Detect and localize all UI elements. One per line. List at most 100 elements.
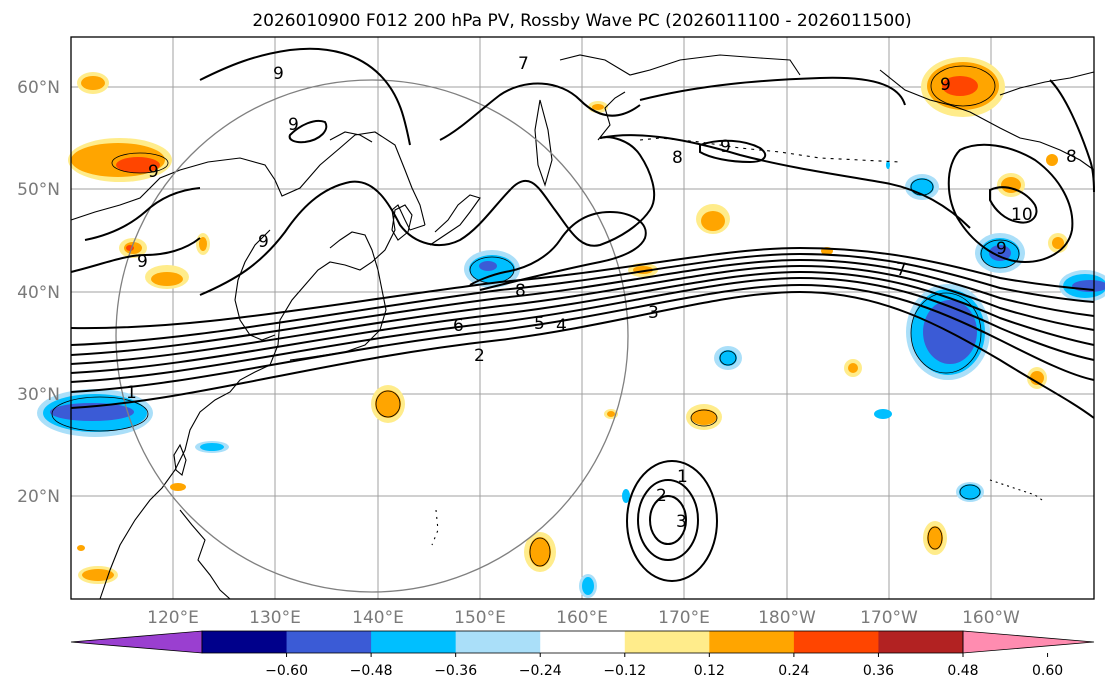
- colorbar-tick-label: −0.36: [434, 663, 477, 679]
- blob-mid-pac-core: [848, 363, 858, 373]
- pv-contour-8-trough: [199, 136, 656, 296]
- contour-label-6: 6: [453, 316, 464, 336]
- blob-alaska: [921, 57, 1005, 117]
- lon-label-180w: 180°W: [758, 608, 816, 628]
- pv-contour-9-mid: [439, 82, 641, 141]
- lat-label-50n: 50°N: [17, 180, 60, 200]
- coast-korea-coast: [269, 204, 426, 366]
- coast-alaska-south: [879, 69, 1095, 171]
- blob-tropics-b-core: [582, 577, 594, 595]
- pv-contour-4: [70, 264, 1095, 365]
- coast-korea-west: [234, 229, 276, 341]
- pv-contour-3: [70, 270, 1095, 374]
- lon-label-150e: 150°E: [454, 608, 506, 628]
- blob-japan-east: [464, 250, 520, 288]
- contour-label-9-a: 9: [273, 64, 284, 84]
- colorbar-tick-label: 0.24: [778, 663, 809, 679]
- pv-contour-9-closed: [288, 119, 328, 144]
- pv-contour-tropical-1: [626, 460, 718, 582]
- blob-mongolia: [119, 238, 147, 258]
- pv-contour-9-north: [199, 47, 411, 146]
- blob-hawaii-core: [959, 484, 981, 500]
- pv-contour-9-kamchatka: [699, 139, 767, 164]
- contour-label-9-h: 9: [940, 75, 951, 95]
- lon-label-120e: 120°E: [147, 608, 199, 628]
- contour-label-tropical-2: 2: [656, 486, 667, 506]
- contour-label-4: 4: [556, 316, 567, 336]
- lon-label-170e: 170°E: [658, 608, 710, 628]
- rossby-radius-circle: [115, 79, 629, 593]
- blob-speck-d: [170, 483, 186, 491]
- coast-siberia-north: [559, 54, 801, 76]
- blob-date-south-core: [691, 409, 717, 425]
- lon-label-170w: 170°W: [860, 608, 918, 628]
- colorbar-tick-label: −0.24: [519, 663, 562, 679]
- latitude-labels: 60°N 50°N 40°N 30°N 20°N: [17, 78, 60, 507]
- pv-contour-5: [70, 258, 1095, 356]
- colorbar-segment: [455, 631, 541, 653]
- coast-philippines: [179, 509, 231, 600]
- pv-contour-8-gulf: [947, 143, 1074, 264]
- colorbar-segments: [70, 630, 1095, 654]
- contour-label-7-b: 7: [896, 260, 907, 280]
- contour-label-tropical-3: 3: [676, 512, 687, 532]
- contour-label-9-c: 9: [148, 162, 159, 182]
- pv-contour-9-b: [84, 187, 201, 241]
- colorbar-extend-high: [962, 630, 1095, 654]
- coast-alaska-north: [999, 71, 1095, 96]
- colorbar-tick-label: 0.12: [694, 663, 725, 679]
- coast-hokkaido: [391, 204, 413, 241]
- colorbar-frame: [201, 630, 964, 654]
- negative-anomaly-fills: [37, 161, 1105, 598]
- blob-north-china: [145, 265, 189, 289]
- anomaly-outlines: [51, 65, 1020, 567]
- pv-contour-1: [70, 283, 1095, 393]
- colorbar-tick-label: −0.12: [603, 663, 646, 679]
- contour-label-10: 10: [1011, 205, 1033, 225]
- lon-label-140e: 140°E: [352, 608, 404, 628]
- colorbar-segment: [624, 631, 710, 653]
- blob-speck-h: [886, 161, 890, 169]
- figure-title: 2026010900 F012 200 hPa PV, Rossby Wave …: [252, 11, 911, 31]
- blob-sliver-a-core: [199, 237, 207, 251]
- map-frame: [70, 36, 1095, 600]
- colorbar-tick-label: 0.60: [1032, 663, 1063, 679]
- lat-label-20n: 20°N: [17, 487, 60, 507]
- blob-speck-g: [622, 489, 630, 503]
- coast-asia-north: [70, 131, 426, 226]
- colorbar-segment: [709, 631, 795, 653]
- pv-contours: [70, 47, 1095, 582]
- blob-date-mid-core: [719, 350, 737, 366]
- colorbar-tick-labels: −0.60 −0.48 −0.36 −0.24 −0.12 0.12 0.24 0.36 0.4…: [265, 653, 1063, 679]
- colorbar-extend-low: [70, 630, 203, 654]
- contour-label-8-a: 8: [672, 148, 683, 168]
- pv-contour-7: [70, 246, 1095, 330]
- colorbar-segment: [793, 631, 879, 653]
- contour-label-7-a: 7: [518, 54, 529, 74]
- contour-label-5: 5: [534, 314, 545, 334]
- pv-contour-10-gulf: [989, 186, 1038, 224]
- pv-contour-9-west: [70, 237, 201, 273]
- coast-taiwan: [173, 443, 187, 476]
- colorbar-tick-label: 0.48: [947, 663, 978, 679]
- colorbar-segment: [540, 631, 626, 653]
- contour-label-9-f: 9: [720, 137, 731, 157]
- map-body: 9 9 9 9 9 9 8 8 8 7 7 10 6 5 4 3 2 1 1 2…: [37, 36, 1105, 600]
- blob-kamchatka: [696, 204, 730, 234]
- blob-west-pac-tropics-core: [529, 537, 551, 567]
- lon-label-160e: 160°E: [556, 608, 608, 628]
- contour-label-9-d: 9: [137, 252, 148, 272]
- colorbar-segment: [286, 631, 372, 653]
- blob-east-china-north: [68, 138, 172, 182]
- coast-sakhalin: [534, 99, 553, 187]
- pv-contour-2: [70, 276, 1095, 383]
- contour-label-8-b: 8: [515, 281, 526, 301]
- lon-label-160w: 160°W: [962, 608, 1020, 628]
- blob-gulf-b-core: [1052, 237, 1064, 249]
- pv-contour-tropical-3: [649, 495, 687, 545]
- colorbar-tick-label: −0.48: [350, 663, 393, 679]
- contour-labels: 9 9 9 9 9 9 8 8 8 7 7 10 6 5 4 3 2 1 1 2…: [126, 54, 1077, 532]
- contour-label-9-g: 9: [996, 239, 1007, 259]
- lat-label-30n: 30°N: [17, 385, 60, 405]
